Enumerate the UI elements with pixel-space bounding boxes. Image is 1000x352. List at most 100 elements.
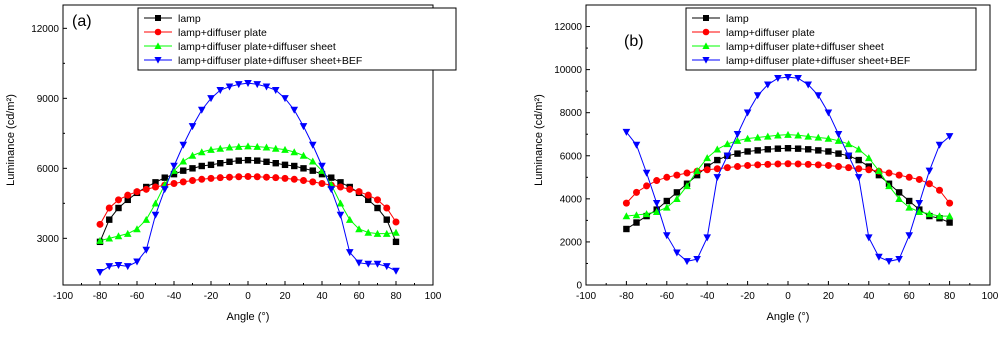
data-point [216, 174, 224, 182]
y-tick-label: 0 [576, 281, 582, 292]
legend-marker [702, 28, 710, 36]
data-point [814, 161, 822, 169]
data-point [345, 249, 354, 257]
legend-item: lamp [692, 13, 749, 25]
data-point [895, 171, 903, 179]
data-point [794, 75, 802, 83]
data-point [207, 145, 215, 153]
legend-marker [702, 42, 710, 49]
data-point [915, 199, 924, 207]
data-point [784, 130, 792, 138]
data-point [804, 81, 812, 89]
data-point [945, 133, 954, 141]
chart-panel-b: -100 -80 -60 -40 -20 0 20 40 60 80 100 0 2000 4000 600… [533, 4, 999, 323]
y-tick-label: 10000 [554, 65, 582, 76]
data-point [925, 210, 934, 218]
data-point [392, 228, 400, 236]
data-point [744, 161, 752, 169]
data-point [794, 160, 802, 168]
data-point [300, 176, 307, 184]
data-point [875, 167, 883, 175]
legend-marker [154, 57, 162, 64]
data-point [226, 173, 233, 181]
data-point [713, 174, 722, 182]
data-point [723, 164, 731, 172]
data-point [96, 236, 104, 244]
series-3 [622, 130, 954, 220]
data-point [865, 166, 873, 174]
legend-marker [155, 15, 161, 21]
legend-item: lamp+diffuser plate+diffuser sheet+BEF [144, 55, 362, 67]
data-point [834, 136, 843, 144]
panel-label: (b) [624, 33, 644, 50]
x-tick-label: 80 [390, 291, 402, 302]
data-point [855, 156, 862, 164]
data-point [207, 174, 215, 182]
data-point [364, 260, 373, 268]
data-point [905, 173, 913, 181]
data-point [683, 182, 691, 190]
legend-label: lamp+diffuser plate+diffuser sheet+BEF [726, 55, 910, 67]
data-point [189, 165, 196, 172]
y-axis-title: Luminance (cd/m²) [533, 94, 545, 186]
data-point [915, 175, 923, 183]
data-point [374, 204, 381, 212]
data-point [784, 160, 792, 168]
x-tick-label: -100 [53, 291, 73, 302]
y-tick-label: 6000 [560, 151, 583, 162]
data-point [623, 225, 630, 233]
data-point [133, 188, 141, 196]
data-point [946, 219, 953, 226]
data-point [723, 140, 732, 148]
data-point [281, 174, 289, 182]
data-point [652, 199, 661, 207]
data-point [262, 83, 271, 91]
series-line [626, 76, 950, 262]
data-point [336, 199, 345, 207]
data-point [133, 225, 141, 233]
data-point [673, 171, 681, 179]
data-point [905, 232, 913, 240]
data-point [216, 144, 225, 152]
data-point [272, 160, 279, 167]
data-point [355, 188, 363, 196]
data-point [364, 191, 372, 199]
data-point [365, 196, 372, 204]
data-point [198, 175, 206, 183]
series-2 [622, 160, 954, 207]
x-tick-label: -20 [204, 291, 219, 302]
data-point [895, 189, 903, 196]
data-point [895, 195, 903, 203]
legend-marker [154, 28, 162, 36]
data-point [855, 165, 863, 173]
data-point [854, 145, 863, 153]
data-point [734, 150, 741, 157]
data-point [814, 92, 823, 100]
data-point [804, 160, 812, 168]
y-tick-label: 3000 [37, 234, 60, 245]
data-point [309, 178, 317, 186]
data-point [663, 203, 671, 211]
data-point [854, 174, 863, 182]
data-point [815, 147, 822, 154]
series-4 [96, 79, 400, 276]
data-point [845, 164, 853, 172]
data-point [271, 144, 280, 152]
x-tick-label: 0 [245, 291, 251, 302]
data-point [774, 131, 782, 139]
data-point [253, 81, 262, 89]
series-line [99, 175, 397, 225]
data-point [754, 147, 761, 154]
data-point [123, 263, 132, 271]
legend-label: lamp [178, 13, 201, 25]
legend-item: lamp+diffuser plate [692, 27, 815, 39]
data-point [337, 183, 344, 191]
x-tick-label: 40 [316, 291, 328, 302]
data-point [262, 143, 271, 151]
data-point [774, 75, 782, 83]
data-point [764, 160, 772, 168]
data-point [290, 106, 299, 114]
data-point [835, 150, 842, 157]
data-point [327, 180, 336, 188]
data-point [936, 186, 943, 194]
